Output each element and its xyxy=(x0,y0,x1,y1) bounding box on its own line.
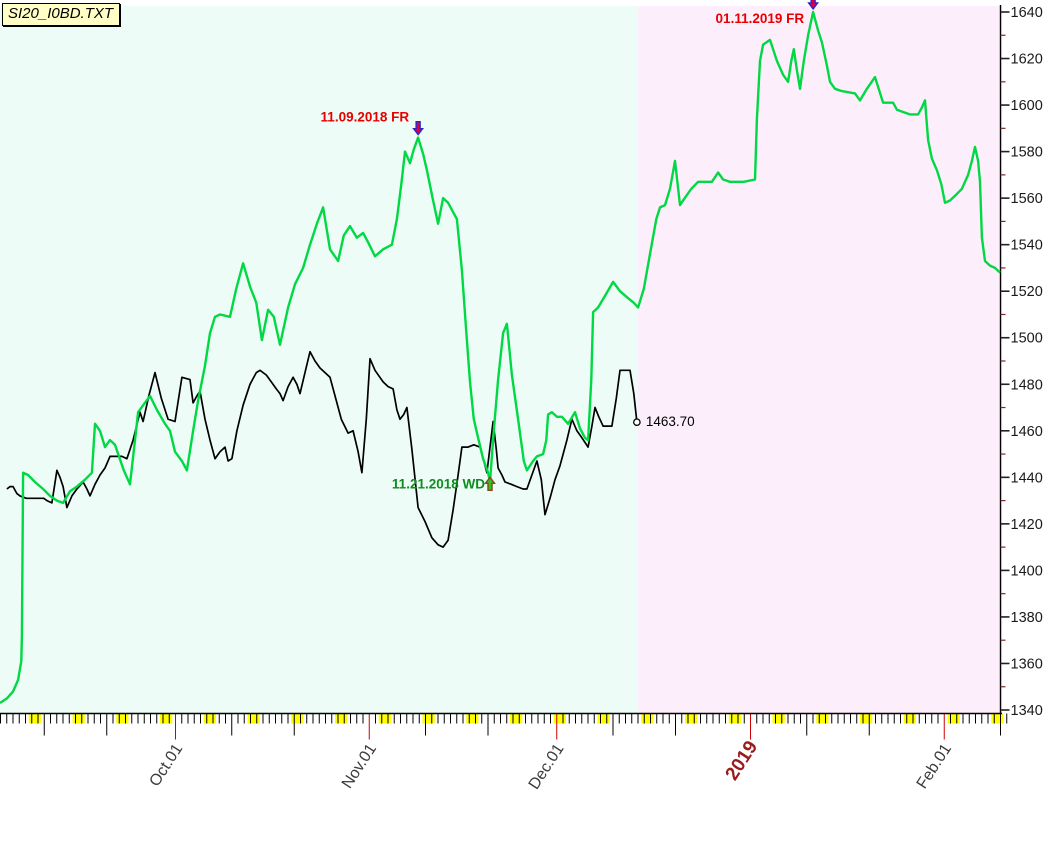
weekend-tick-highlight xyxy=(160,713,173,724)
y-axis-label: 1560 xyxy=(1011,191,1043,207)
y-axis-label: 1380 xyxy=(1011,610,1043,626)
y-axis-label: 1480 xyxy=(1011,377,1043,393)
weekend-tick-highlight xyxy=(728,713,741,724)
signal-arrow-up[interactable] xyxy=(484,476,496,492)
last-price-marker[interactable] xyxy=(633,418,641,427)
y-axis-label: 1340 xyxy=(1011,703,1043,719)
y-axis-label: 1420 xyxy=(1011,517,1043,533)
x-axis-label-month: Nov.01 xyxy=(339,741,380,792)
y-axis-label: 1580 xyxy=(1011,145,1043,161)
weekend-tick-highlight xyxy=(641,713,654,724)
y-axis-label: 1620 xyxy=(1011,52,1043,68)
annotation-label[interactable]: 11.09.2018 FR xyxy=(321,110,410,125)
y-axis-label: 1400 xyxy=(1011,563,1043,579)
x-axis-label-month: Feb.01 xyxy=(914,741,955,792)
region-forecast xyxy=(638,6,1003,714)
weekend-tick-highlight xyxy=(597,713,610,724)
weekend-tick-highlight xyxy=(816,713,829,724)
weekend-tick-highlight xyxy=(291,713,304,724)
weekend-tick-highlight xyxy=(553,713,566,724)
y-axis-label: 1520 xyxy=(1011,284,1043,300)
weekend-tick-highlight xyxy=(378,713,391,724)
weekend-tick-highlight xyxy=(203,713,216,724)
x-axis-label-year: 2019 xyxy=(722,737,763,784)
x-axis-label-month: Dec.01 xyxy=(526,741,568,793)
weekend-tick-highlight xyxy=(247,713,260,724)
weekend-tick-highlight xyxy=(991,713,1004,724)
annotation-label[interactable]: 11.21.2018 WD xyxy=(392,476,485,491)
weekend-tick-highlight xyxy=(860,713,873,724)
file-title-badge[interactable]: SI20_I0BD.TXT xyxy=(2,3,121,26)
y-axis-label: 1500 xyxy=(1011,331,1043,347)
y-axis-label: 1540 xyxy=(1011,238,1043,254)
y-axis-label: 1600 xyxy=(1011,98,1043,114)
signal-arrow-down[interactable] xyxy=(412,120,425,136)
weekend-tick-highlight xyxy=(772,713,785,724)
weekend-tick-highlight xyxy=(510,713,523,724)
weekend-tick-highlight xyxy=(116,713,129,724)
annotation-label[interactable]: 01.11.2019 FR xyxy=(716,11,805,26)
weekend-tick-highlight xyxy=(903,713,916,724)
annotation-label[interactable]: 1463.70 xyxy=(646,414,695,429)
series-line-model-forecast[interactable] xyxy=(0,10,1001,704)
y-axis-label: 1360 xyxy=(1011,656,1043,672)
weekend-tick-highlight xyxy=(422,713,435,724)
x-axis-label-month: Oct.01 xyxy=(146,741,186,790)
weekend-tick-highlight xyxy=(947,713,960,724)
weekend-tick-highlight xyxy=(72,713,85,724)
signal-arrow-down[interactable] xyxy=(807,0,820,11)
y-axis-label: 1440 xyxy=(1011,470,1043,486)
series-line-actual-price[interactable] xyxy=(6,350,638,548)
region-history xyxy=(0,6,639,714)
weekend-tick-highlight xyxy=(466,713,479,724)
weekend-tick-highlight xyxy=(685,713,698,724)
y-axis-label: 1640 xyxy=(1011,5,1043,21)
y-axis-label: 1460 xyxy=(1011,424,1043,440)
weekend-tick-highlight xyxy=(28,713,41,724)
weekend-tick-highlight xyxy=(335,713,348,724)
